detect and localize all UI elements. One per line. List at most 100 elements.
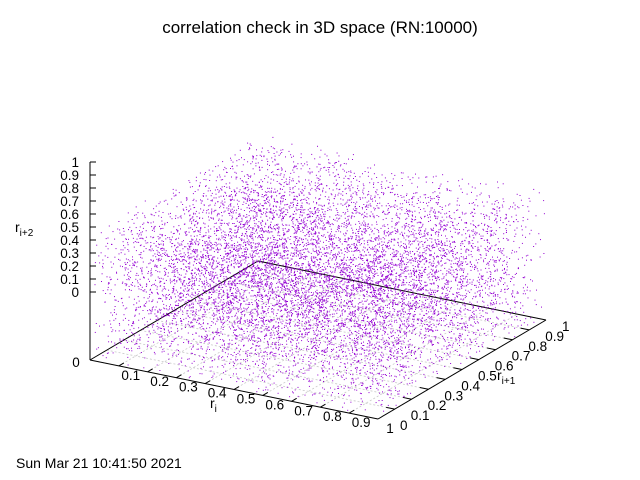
data-point — [176, 280, 178, 282]
data-point — [383, 301, 385, 303]
data-point — [329, 295, 331, 296]
data-point — [187, 263, 189, 265]
data-point — [291, 339, 293, 340]
data-point — [356, 179, 358, 181]
data-point — [362, 189, 364, 191]
data-point — [268, 243, 270, 245]
data-point — [446, 270, 448, 272]
data-point — [223, 299, 225, 300]
data-point — [400, 260, 402, 262]
data-point — [444, 302, 446, 304]
data-point — [322, 351, 324, 353]
data-point — [379, 202, 381, 204]
data-point — [272, 235, 274, 237]
data-point — [446, 224, 448, 226]
data-point — [465, 295, 467, 297]
data-point — [371, 338, 372, 340]
data-point — [295, 245, 297, 247]
data-point — [364, 409, 366, 411]
data-point — [193, 219, 195, 221]
data-point — [149, 294, 151, 295]
data-point — [440, 304, 442, 305]
data-point — [274, 247, 276, 248]
data-point — [341, 351, 343, 353]
data-point — [366, 321, 368, 322]
data-point — [380, 347, 382, 349]
data-point — [254, 279, 256, 281]
data-point — [266, 340, 268, 342]
data-point — [134, 261, 136, 263]
data-point — [333, 280, 335, 281]
data-point — [335, 231, 337, 233]
data-point — [330, 251, 332, 253]
data-point — [461, 275, 463, 277]
data-point — [155, 315, 157, 317]
data-point — [276, 313, 278, 314]
data-points — [94, 136, 545, 412]
data-point — [387, 357, 389, 359]
data-point — [97, 347, 99, 349]
data-point — [298, 342, 300, 344]
data-point — [160, 216, 162, 218]
data-point — [415, 192, 417, 194]
data-point — [174, 332, 176, 334]
data-point — [166, 320, 167, 322]
data-point — [337, 212, 339, 213]
data-point — [337, 356, 339, 357]
data-point — [338, 356, 340, 358]
data-point — [256, 294, 258, 296]
data-point — [236, 209, 238, 211]
data-point — [361, 238, 363, 240]
data-point — [447, 326, 449, 328]
data-point — [331, 234, 333, 236]
data-point — [431, 302, 432, 304]
data-point — [428, 221, 430, 222]
data-point — [443, 254, 445, 256]
data-point — [348, 313, 350, 315]
data-point — [255, 199, 257, 201]
data-point — [319, 275, 321, 277]
data-point — [390, 393, 392, 395]
data-point — [228, 284, 230, 286]
data-point — [323, 295, 325, 297]
data-point — [269, 384, 271, 386]
data-point — [352, 294, 354, 296]
data-point — [332, 278, 333, 280]
data-point — [496, 268, 498, 270]
data-point — [415, 297, 417, 298]
data-point — [239, 178, 241, 180]
data-point — [193, 311, 195, 313]
data-point — [451, 236, 453, 238]
data-point — [435, 296, 437, 298]
data-point — [165, 323, 167, 325]
data-point — [448, 268, 450, 270]
data-point — [337, 288, 339, 290]
data-point — [220, 245, 222, 247]
data-point — [299, 327, 301, 329]
data-point — [372, 365, 373, 366]
data-point — [319, 179, 321, 181]
data-point — [273, 338, 275, 339]
data-point — [240, 319, 241, 321]
data-point — [373, 300, 375, 302]
data-point — [314, 189, 316, 191]
data-point — [410, 392, 412, 394]
data-point — [380, 262, 382, 264]
data-point — [431, 245, 433, 247]
data-point — [398, 217, 400, 218]
data-point — [344, 267, 346, 269]
data-point — [416, 237, 418, 239]
data-point — [381, 181, 383, 183]
data-point — [357, 188, 358, 190]
data-point — [181, 328, 183, 330]
data-point — [336, 220, 338, 222]
data-point — [282, 244, 283, 246]
data-point — [369, 353, 371, 355]
data-point — [398, 244, 399, 246]
data-point — [396, 357, 398, 359]
data-point — [256, 305, 258, 307]
data-point — [302, 229, 303, 231]
data-point — [449, 312, 451, 314]
data-point — [284, 191, 286, 193]
data-point — [292, 217, 294, 219]
